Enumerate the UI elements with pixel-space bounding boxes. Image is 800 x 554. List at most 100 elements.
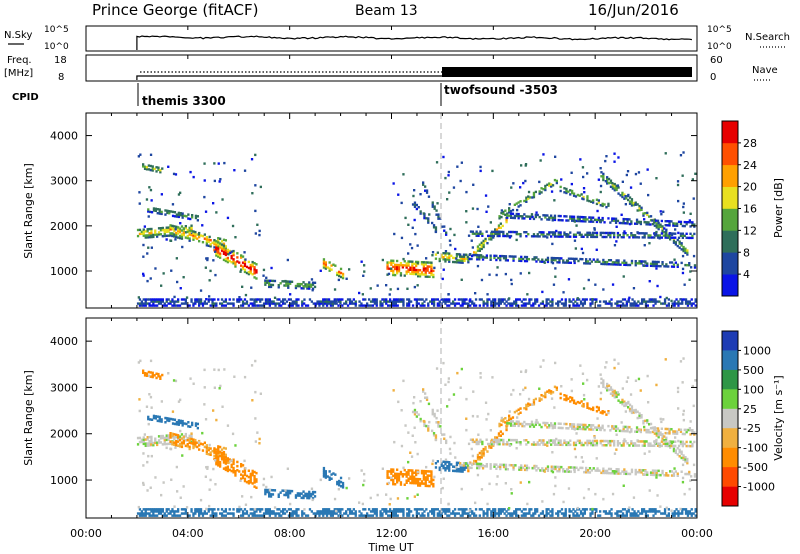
power-cell xyxy=(559,219,562,222)
power-cell xyxy=(588,233,591,236)
velocity-cell xyxy=(272,512,275,515)
velocity-cell xyxy=(582,443,585,447)
velocity-cell xyxy=(447,380,450,384)
power-cell xyxy=(684,302,688,305)
velocity-cell xyxy=(644,510,648,513)
power-cell xyxy=(629,302,632,305)
velocity-cell xyxy=(224,508,227,511)
power-cell xyxy=(504,272,507,276)
velocity-cell xyxy=(215,452,218,455)
power-cell xyxy=(635,222,639,225)
power-cell xyxy=(142,274,145,277)
velocity-cell xyxy=(196,422,199,426)
power-cell xyxy=(406,287,409,290)
power-cell xyxy=(251,273,254,276)
velocity-cell xyxy=(670,470,674,473)
velocity-cell xyxy=(509,420,513,423)
power-cell xyxy=(201,224,204,227)
velocity-cell xyxy=(311,498,314,502)
power-cell xyxy=(625,263,628,267)
velocity-cell xyxy=(657,473,660,477)
velocity-cell xyxy=(551,512,554,515)
power-cell xyxy=(218,180,221,183)
velocity-cell xyxy=(606,386,609,390)
velocity-cell xyxy=(436,460,439,463)
velocity-cell xyxy=(544,395,547,399)
power-cell xyxy=(522,298,525,301)
power-cell xyxy=(607,204,610,207)
power-cell xyxy=(180,233,184,236)
velocity-cell xyxy=(589,508,592,511)
velocity-cell xyxy=(203,386,206,389)
noise-search-label: N.Search xyxy=(745,32,790,43)
power-cell xyxy=(611,231,614,235)
power-cell xyxy=(493,254,496,257)
power-cell xyxy=(547,302,550,305)
velocity-cell xyxy=(651,469,655,472)
power-cell xyxy=(501,300,504,303)
velocity-cell xyxy=(204,418,208,421)
velocity-cell xyxy=(311,492,315,496)
velocity-cell xyxy=(492,440,495,443)
velocity-cell xyxy=(616,391,620,394)
power-cell xyxy=(294,286,298,290)
power-cell xyxy=(549,300,552,303)
velocity-cell xyxy=(683,432,686,436)
power-cell xyxy=(510,255,513,258)
velocity-cell xyxy=(138,398,141,401)
velocity-cell xyxy=(392,512,396,515)
velocity-cell xyxy=(408,508,411,511)
velocity-cell xyxy=(499,512,502,515)
velocity-cell xyxy=(641,508,644,511)
power-cell xyxy=(683,283,686,286)
velocity-cell xyxy=(553,406,556,409)
velocity-cell xyxy=(350,510,354,513)
velocity-cell xyxy=(634,379,638,382)
power-cell xyxy=(205,302,208,305)
power-cell xyxy=(635,236,639,239)
power-cell xyxy=(489,258,492,261)
velocity-cell xyxy=(644,470,647,473)
power-cell xyxy=(674,222,677,225)
power-cell xyxy=(198,302,201,305)
velocity-cell xyxy=(650,508,653,511)
power-cell xyxy=(634,222,637,225)
velocity-cell xyxy=(544,423,547,427)
velocity-cell xyxy=(306,496,309,500)
velocity-cell xyxy=(682,413,685,416)
power-cell xyxy=(532,302,535,305)
power-cell xyxy=(530,213,534,216)
power-cell xyxy=(390,259,393,262)
velocity-cell xyxy=(276,512,279,515)
velocity-cell xyxy=(609,439,612,443)
power-cell xyxy=(632,201,635,205)
velocity-cell xyxy=(682,357,685,360)
power-cell xyxy=(268,304,271,307)
velocity-cell xyxy=(541,510,544,513)
power-cell xyxy=(170,210,173,213)
velocity-cell xyxy=(556,469,559,473)
velocity-cell xyxy=(230,465,233,469)
velocity-cell xyxy=(580,423,583,427)
velocity-cell xyxy=(637,514,640,517)
power-cell xyxy=(455,255,459,258)
power-cell xyxy=(649,234,652,237)
velocity-cell xyxy=(440,464,443,468)
velocity-cell xyxy=(534,423,537,426)
power-cell xyxy=(480,256,483,259)
power-cell xyxy=(402,300,405,303)
power-cell xyxy=(453,260,457,264)
power-cell xyxy=(494,304,497,307)
velocity-cell xyxy=(643,473,646,476)
power-cell xyxy=(525,198,528,201)
velocity-cell xyxy=(278,514,281,517)
power-cell xyxy=(550,258,553,262)
power-cell xyxy=(455,253,459,256)
power-cell xyxy=(148,298,151,301)
power-cell xyxy=(217,243,220,246)
velocity-cell xyxy=(461,514,464,517)
velocity-cell xyxy=(375,514,378,517)
power-cell xyxy=(255,271,258,274)
power-cell xyxy=(178,229,182,232)
power-cell xyxy=(528,300,531,303)
